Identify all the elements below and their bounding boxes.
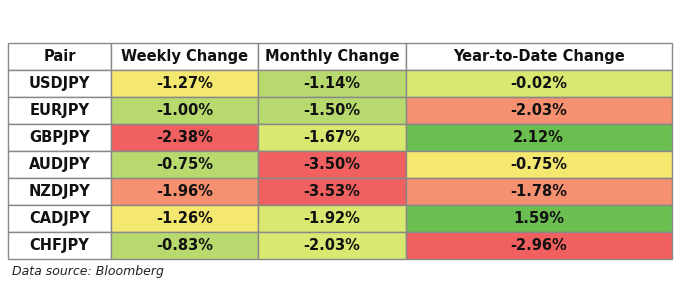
Bar: [406, 232, 672, 259]
Bar: [258, 43, 406, 70]
Text: AUDJPY: AUDJPY: [29, 157, 90, 172]
Bar: [111, 205, 258, 232]
Bar: [111, 124, 258, 151]
Bar: [406, 151, 672, 178]
Bar: [111, 97, 258, 124]
Bar: [406, 178, 672, 205]
Text: -1.26%: -1.26%: [156, 211, 213, 226]
Text: 2.12%: 2.12%: [513, 130, 564, 145]
Bar: [111, 70, 258, 97]
Bar: [111, 232, 258, 259]
Text: NZDJPY: NZDJPY: [29, 184, 90, 199]
Text: -0.02%: -0.02%: [510, 76, 567, 91]
Text: -2.03%: -2.03%: [510, 103, 567, 118]
Text: -2.96%: -2.96%: [511, 238, 567, 253]
Bar: [258, 124, 406, 151]
Bar: [406, 124, 672, 151]
Text: USDJPY: USDJPY: [29, 76, 90, 91]
Bar: [258, 205, 406, 232]
Bar: [8, 178, 111, 205]
Text: -1.78%: -1.78%: [510, 184, 567, 199]
Bar: [8, 43, 111, 70]
Text: Year-to-Date Change: Year-to-Date Change: [453, 49, 625, 64]
Bar: [406, 43, 672, 70]
Text: -0.83%: -0.83%: [156, 238, 214, 253]
Text: -1.92%: -1.92%: [303, 211, 360, 226]
Text: CADJPY: CADJPY: [29, 211, 90, 226]
Text: -1.96%: -1.96%: [156, 184, 213, 199]
Text: -1.00%: -1.00%: [156, 103, 214, 118]
Bar: [111, 43, 258, 70]
Bar: [8, 124, 111, 151]
Text: -1.14%: -1.14%: [303, 76, 360, 91]
Bar: [258, 232, 406, 259]
Bar: [8, 70, 111, 97]
Bar: [406, 70, 672, 97]
Text: -1.50%: -1.50%: [303, 103, 360, 118]
Text: Monthly Change: Monthly Change: [265, 49, 399, 64]
Text: Pair: Pair: [44, 49, 76, 64]
Bar: [406, 97, 672, 124]
Text: -0.75%: -0.75%: [156, 157, 214, 172]
Bar: [8, 151, 111, 178]
Text: -2.38%: -2.38%: [156, 130, 213, 145]
Bar: [8, 97, 111, 124]
Bar: [258, 97, 406, 124]
Text: Weekly Change: Weekly Change: [121, 49, 248, 64]
Text: EURJPY: EURJPY: [30, 103, 90, 118]
Text: -1.67%: -1.67%: [303, 130, 360, 145]
Bar: [258, 151, 406, 178]
Text: -3.50%: -3.50%: [303, 157, 360, 172]
Bar: [8, 205, 111, 232]
Text: 1.59%: 1.59%: [513, 211, 564, 226]
Text: CHFJPY: CHFJPY: [30, 238, 90, 253]
Bar: [406, 205, 672, 232]
Text: -1.27%: -1.27%: [156, 76, 213, 91]
Text: GBPJPY: GBPJPY: [29, 130, 90, 145]
Bar: [8, 232, 111, 259]
Bar: [258, 70, 406, 97]
Text: -3.53%: -3.53%: [303, 184, 360, 199]
Bar: [258, 178, 406, 205]
Text: -2.03%: -2.03%: [303, 238, 360, 253]
Text: -0.75%: -0.75%: [510, 157, 567, 172]
Bar: [111, 151, 258, 178]
Text: Data source: Bloomberg: Data source: Bloomberg: [12, 265, 163, 278]
Bar: [111, 178, 258, 205]
